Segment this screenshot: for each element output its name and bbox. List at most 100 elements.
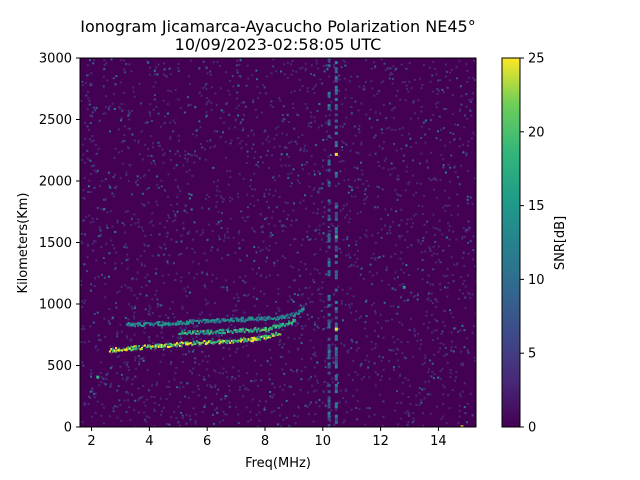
noise-cell (380, 327, 383, 329)
spurious-line-cell (334, 322, 338, 326)
noise-cell (451, 389, 454, 392)
noise-cell (143, 319, 146, 322)
noise-cell (227, 183, 230, 186)
noise-cell (150, 395, 153, 398)
noise-cell (265, 75, 268, 78)
noise-cell (304, 194, 306, 197)
echo-trace-cell (190, 332, 193, 335)
noise-cell (238, 173, 241, 176)
echo-trace-cell (234, 329, 237, 331)
noise-cell (226, 314, 229, 317)
noise-cell (228, 127, 231, 130)
noise-cell (231, 198, 234, 201)
noise-cell (461, 390, 464, 393)
noise-cell (391, 109, 394, 112)
noise-cell (150, 135, 153, 138)
noise-cell (147, 389, 150, 392)
noise-cell (433, 329, 436, 332)
noise-cell (204, 396, 207, 399)
noise-cell (412, 159, 414, 162)
echo-trace-cell (154, 345, 157, 348)
noise-cell (255, 413, 258, 416)
noise-cell (281, 368, 284, 371)
noise-cell (314, 375, 317, 378)
noise-cell (169, 121, 172, 124)
spurious-line-cell (334, 76, 338, 80)
noise-cell (156, 335, 159, 338)
noise-cell (185, 295, 188, 298)
noise-cell (460, 350, 463, 353)
noise-cell (303, 144, 306, 147)
noise-cell (175, 164, 178, 167)
noise-cell (297, 136, 300, 139)
noise-cell (100, 245, 103, 248)
echo-trace-cell (255, 329, 258, 332)
echo-trace-cell (257, 338, 260, 341)
echo-trace-cell (289, 314, 292, 317)
noise-cell (105, 224, 108, 227)
echo-trace-cell (183, 341, 186, 344)
noise-cell (459, 108, 462, 111)
noise-cell (314, 253, 317, 255)
noise-cell (238, 142, 241, 145)
noise-cell (401, 323, 404, 326)
noise-cell (335, 409, 338, 412)
noise-cell (420, 401, 423, 404)
noise-cell (324, 405, 327, 407)
noise-cell (350, 264, 353, 267)
noise-cell (91, 83, 93, 86)
noise-cell (462, 292, 464, 295)
echo-trace-cell (266, 316, 269, 319)
noise-cell (290, 91, 293, 94)
noise-cell (318, 103, 321, 105)
noise-cell (121, 262, 123, 265)
echo-trace-cell (227, 329, 229, 332)
noise-cell (143, 401, 146, 404)
noise-cell (237, 114, 240, 117)
noise-cell (229, 176, 232, 179)
echo-trace-cell (265, 317, 267, 320)
echo-trace-cell (265, 337, 267, 340)
noise-cell (417, 117, 420, 120)
echo-trace-cell (147, 344, 150, 347)
echo-trace-cell (266, 329, 269, 332)
echo-trace-cell (187, 322, 190, 325)
echo-trace-cell (240, 320, 243, 323)
echo-trace-cell (157, 323, 159, 326)
noise-cell (445, 70, 448, 73)
echo-trace-cell (242, 327, 245, 330)
noise-cell (85, 94, 88, 97)
noise-cell (461, 235, 464, 238)
echo-trace-cell (262, 328, 264, 331)
noise-cell (194, 361, 197, 364)
noise-cell (325, 326, 328, 329)
noise-cell (474, 170, 476, 173)
echo-trace-cell (225, 329, 228, 332)
noise-cell (318, 405, 321, 408)
noise-cell (325, 169, 328, 172)
echo-trace-cell (205, 319, 208, 321)
noise-cell (234, 406, 237, 409)
noise-cell (421, 213, 424, 216)
spurious-line-cell (334, 104, 338, 108)
noise-cell (424, 357, 427, 360)
noise-cell (389, 232, 392, 235)
noise-cell (444, 63, 447, 66)
noise-cell (268, 140, 271, 143)
noise-cell (298, 268, 300, 271)
noise-cell (139, 293, 142, 296)
noise-cell (106, 226, 109, 229)
noise-cell (119, 177, 122, 180)
echo-trace-cell (130, 324, 133, 326)
noise-cell (125, 410, 128, 413)
noise-cell (232, 309, 235, 312)
noise-cell (204, 286, 207, 289)
noise-cell (434, 178, 437, 181)
noise-cell (165, 235, 168, 238)
spurious-line-cell (334, 88, 338, 92)
noise-cell (389, 225, 392, 228)
noise-cell (96, 169, 99, 172)
noise-cell (83, 328, 86, 331)
echo-trace-cell (256, 339, 259, 342)
noise-cell (193, 161, 196, 164)
